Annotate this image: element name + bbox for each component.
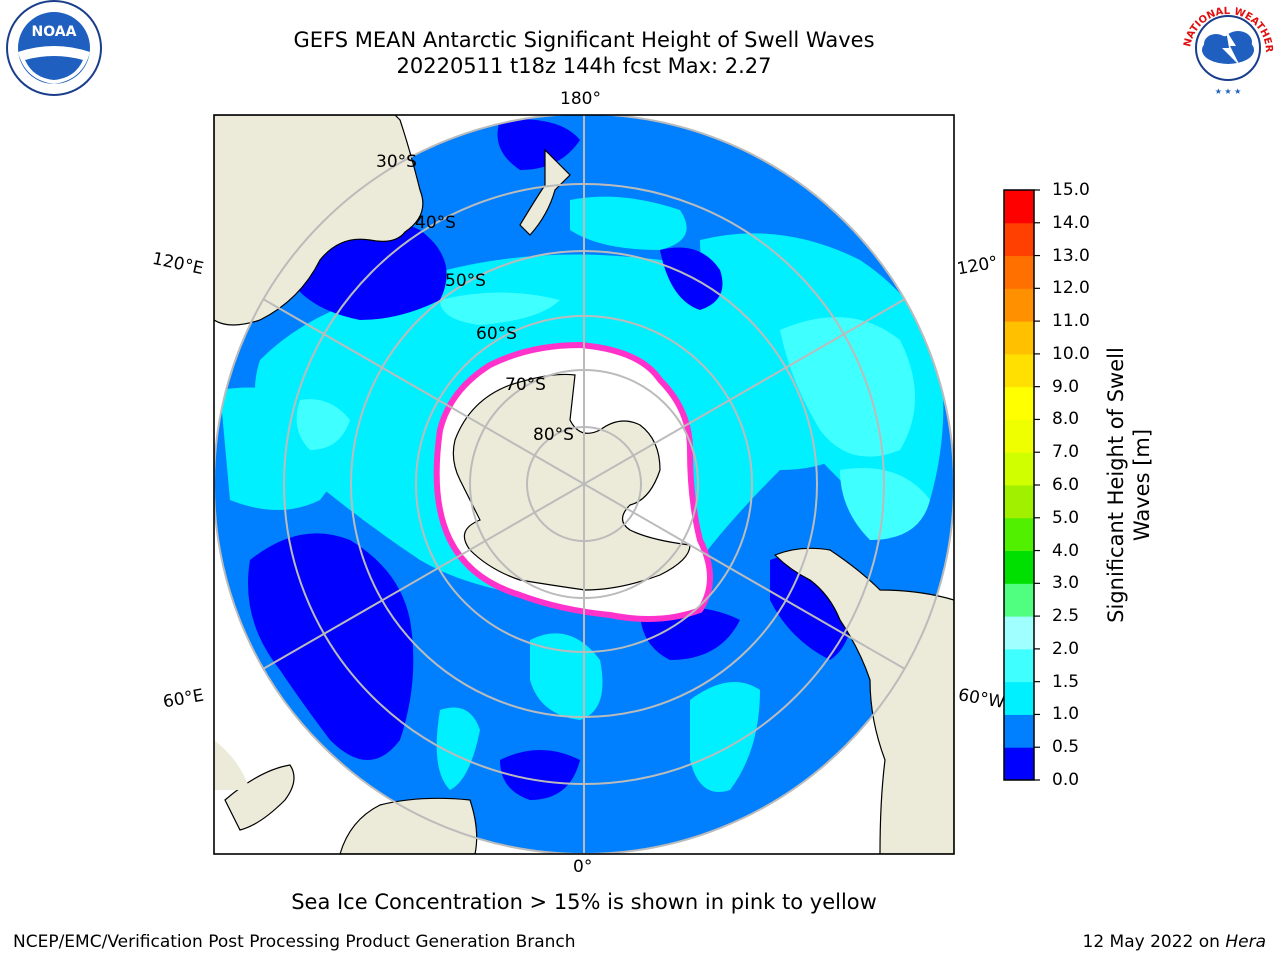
colorbar-segment (1004, 648, 1034, 683)
lat-label-50s: 50°S (445, 271, 486, 291)
nws-logo: NATIONAL WEATHER SERVICE ★ ★ ★ (1178, 0, 1274, 96)
colorbar-tick-label: 12.0 (1052, 278, 1090, 299)
noaa-logo: NOAA (6, 0, 102, 96)
colorbar-tick-label: 3.0 (1052, 573, 1080, 594)
noaa-logo-text: NOAA (32, 24, 77, 40)
colorbar-tick-label: 7.0 (1052, 442, 1080, 463)
colorbar-segment (1004, 321, 1034, 355)
lat-label-60s: 60°S (476, 324, 517, 344)
colorbar-segment (1004, 485, 1034, 519)
new-zealand-landmass (519, 148, 571, 236)
footer-credit: NCEP/EMC/Verification Post Processing Pr… (13, 932, 576, 952)
colorbar-tick-label: 0.5 (1052, 737, 1080, 758)
south-america-landmass (773, 547, 954, 854)
lat-label-70s: 70°S (505, 375, 546, 395)
lon-label-0: 0° (573, 857, 593, 877)
map-title: GEFS MEAN Antarctic Significant Height o… (293, 28, 875, 52)
colorbar-segment (1004, 353, 1034, 388)
colorbar-tick-label: 8.0 (1052, 409, 1080, 430)
colorbar (1003, 189, 1040, 781)
footer-date: 12 May 2022 on Hera (1082, 932, 1267, 952)
colorbar-tick-label: 14.0 (1052, 212, 1090, 233)
colorbar-segment (1004, 714, 1034, 748)
colorbar-segment (1004, 255, 1034, 289)
colorbar-tick-label: 11.0 (1052, 311, 1090, 332)
colorbar-segment (1004, 747, 1034, 781)
colorbar-tick-label: 15.0 (1052, 180, 1090, 200)
lat-label-40s: 40°S (415, 213, 456, 233)
colorbar-segment (1004, 517, 1034, 552)
graticule (214, 115, 954, 854)
lat-label-30s: 30°S (376, 152, 417, 172)
australia-landmass (214, 115, 424, 326)
antarctica-landmass (452, 373, 691, 591)
colorbar-segment (1004, 452, 1034, 486)
colorbar-segment (1004, 583, 1034, 617)
colorbar-tick-label: 13.0 (1052, 245, 1090, 266)
colorbar-tick-label: 4.0 (1052, 540, 1080, 561)
colorbar-segment (1004, 550, 1034, 584)
sea-ice-note: Sea Ice Concentration > 15% is shown in … (291, 890, 877, 914)
colorbar-tick-label: 9.0 (1052, 376, 1080, 397)
colorbar-tick-label: 0.0 (1052, 770, 1080, 790)
colorbar-tick-label: 5.0 (1052, 507, 1080, 528)
colorbar-tick-label: 1.5 (1052, 671, 1080, 692)
footer-host: Hera (1225, 932, 1266, 952)
colorbar-segment (1004, 419, 1034, 453)
madagascar-landmass (224, 764, 295, 831)
map-frame (213, 114, 955, 855)
colorbar-segment (1004, 222, 1034, 257)
colorbar-tick-label: 2.0 (1052, 638, 1080, 659)
colorbar-segment (1004, 616, 1034, 650)
colorbar-tick-label: 2.5 (1052, 606, 1080, 627)
colorbar-segment (1004, 190, 1034, 224)
africa-landmass (339, 797, 478, 854)
colorbar-tick-label: 6.0 (1052, 475, 1080, 495)
colorbar-tick-label: 10.0 (1052, 343, 1090, 364)
colorbar-segment (1004, 386, 1034, 420)
lat-label-80s: 80°S (533, 425, 574, 445)
colorbar-title: Significant Height of Swell Waves [m] (1104, 347, 1154, 623)
colorbar-tick-label: 1.0 (1052, 704, 1080, 725)
map-subtitle: 20220511 t18z 144h fcst Max: 2.27 (396, 54, 772, 78)
svg-text:★ ★ ★: ★ ★ ★ (1215, 87, 1242, 96)
lon-label-180: 180° (560, 89, 601, 109)
colorbar-segment (1004, 288, 1034, 322)
colorbar-segment (1004, 681, 1034, 715)
